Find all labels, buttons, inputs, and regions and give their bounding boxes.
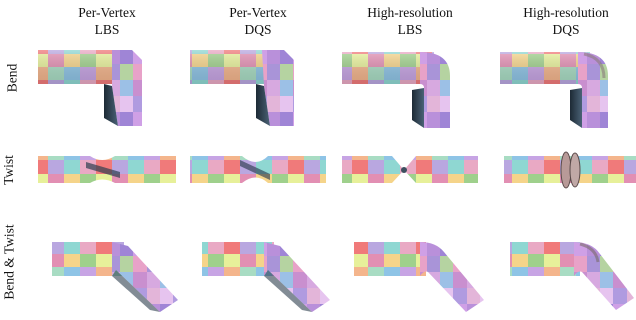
column-header-per-vertex-dqs: Per-Vertex DQS	[188, 4, 328, 38]
twist-per-vertex-dqs	[190, 156, 326, 183]
twist-highres-dqs	[504, 151, 636, 189]
column-header-line1: Per-Vertex	[229, 5, 287, 20]
bend-twist-per-vertex-lbs	[52, 242, 178, 312]
column-header-line1: High-resolution	[367, 5, 453, 20]
bend-per-vertex-dqs	[190, 50, 294, 126]
column-header-line2: DQS	[244, 22, 272, 37]
column-header-line1: High-resolution	[523, 5, 609, 20]
column-header-line2: DQS	[552, 22, 580, 37]
column-header-highres-dqs: High-resolution DQS	[496, 4, 636, 38]
twist-per-vertex-lbs	[38, 156, 176, 183]
column-header-per-vertex-lbs: Per-Vertex LBS	[37, 4, 177, 38]
bend-per-vertex-lbs	[38, 50, 142, 126]
bend-highres-dqs	[500, 52, 608, 128]
twist-highres-lbs	[342, 156, 478, 183]
column-header-line1: Per-Vertex	[78, 5, 136, 20]
bend-highres-lbs	[342, 52, 450, 128]
bend-twist-highres-dqs	[510, 242, 634, 310]
bend-twist-highres-lbs	[354, 242, 484, 312]
column-header-highres-lbs: High-resolution LBS	[340, 4, 480, 38]
bend-twist-per-vertex-dqs	[202, 242, 330, 312]
column-header-line2: LBS	[94, 22, 120, 37]
column-header-line2: LBS	[397, 22, 423, 37]
